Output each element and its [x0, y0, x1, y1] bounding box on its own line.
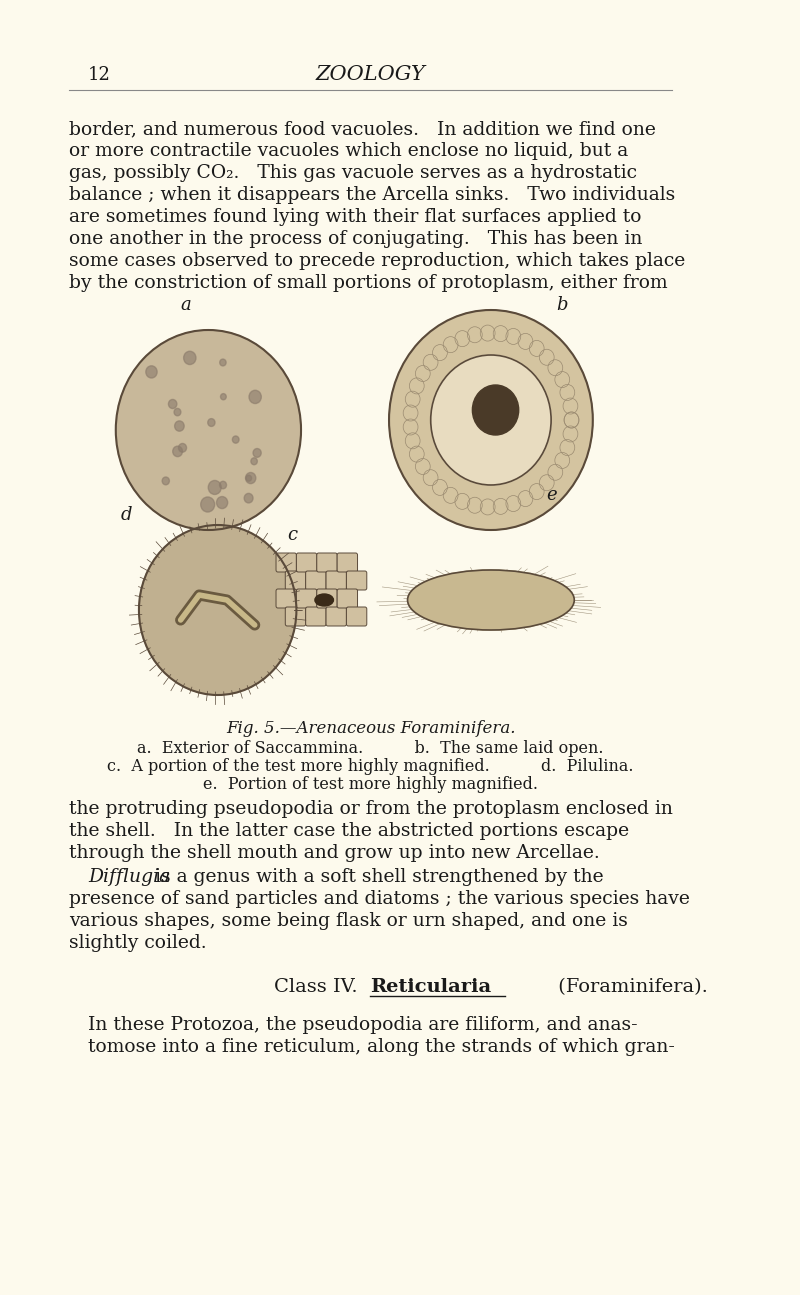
Circle shape	[208, 418, 215, 426]
Circle shape	[162, 477, 170, 484]
Circle shape	[220, 359, 226, 366]
Circle shape	[208, 480, 222, 495]
Text: (Foraminifera).: (Foraminifera).	[552, 978, 708, 996]
Text: a: a	[181, 297, 191, 313]
Circle shape	[249, 390, 262, 404]
FancyBboxPatch shape	[337, 553, 358, 572]
Text: is a genus with a soft shell strengthened by the: is a genus with a soft shell strengthene…	[149, 868, 604, 886]
Text: or more contractile vacuoles which enclose no liquid, but a: or more contractile vacuoles which enclo…	[70, 142, 629, 161]
Text: by the constriction of small portions of protoplasm, either from: by the constriction of small portions of…	[70, 275, 668, 291]
Text: Reticularia: Reticularia	[370, 978, 492, 996]
FancyBboxPatch shape	[306, 607, 326, 625]
Text: Difflugia: Difflugia	[88, 868, 170, 886]
Circle shape	[178, 443, 186, 452]
FancyBboxPatch shape	[326, 607, 346, 625]
Circle shape	[201, 497, 214, 512]
Text: In these Protozoa, the pseudopodia are filiform, and anas-: In these Protozoa, the pseudopodia are f…	[88, 1017, 638, 1033]
Text: border, and numerous food vacuoles.   In addition we find one: border, and numerous food vacuoles. In a…	[70, 120, 656, 139]
FancyBboxPatch shape	[276, 553, 296, 572]
Text: tomose into a fine reticulum, along the strands of which gran-: tomose into a fine reticulum, along the …	[88, 1039, 675, 1055]
FancyBboxPatch shape	[317, 553, 337, 572]
FancyBboxPatch shape	[337, 589, 358, 607]
Text: some cases observed to precede reproduction, which takes place: some cases observed to precede reproduct…	[70, 253, 686, 269]
Text: ZOOLOGY: ZOOLOGY	[316, 66, 426, 84]
FancyBboxPatch shape	[296, 553, 317, 572]
Text: the protruding pseudopodia or from the protoplasm enclosed in: the protruding pseudopodia or from the p…	[70, 800, 674, 818]
Circle shape	[173, 445, 182, 457]
Text: presence of sand particles and diatoms ; the various species have: presence of sand particles and diatoms ;…	[70, 890, 690, 908]
Circle shape	[139, 524, 297, 695]
Circle shape	[251, 457, 258, 465]
FancyBboxPatch shape	[326, 571, 346, 591]
Circle shape	[232, 436, 239, 443]
Circle shape	[217, 496, 228, 509]
Circle shape	[116, 330, 301, 530]
Text: one another in the process of conjugating.   This has been in: one another in the process of conjugatin…	[70, 231, 643, 249]
Circle shape	[246, 473, 256, 483]
Text: various shapes, some being flask or urn shaped, and one is: various shapes, some being flask or urn …	[70, 912, 628, 930]
Text: b: b	[556, 297, 567, 313]
Circle shape	[244, 493, 253, 502]
Text: gas, possibly CO₂.   This gas vacuole serves as a hydrostatic: gas, possibly CO₂. This gas vacuole serv…	[70, 164, 638, 183]
Text: Fig. 5.—Arenaceous Foraminifera.: Fig. 5.—Arenaceous Foraminifera.	[226, 720, 515, 737]
Circle shape	[174, 421, 184, 431]
Circle shape	[146, 365, 157, 378]
FancyBboxPatch shape	[286, 571, 306, 591]
Text: 12: 12	[88, 66, 111, 84]
Text: are sometimes found lying with their flat surfaces applied to: are sometimes found lying with their fla…	[70, 208, 642, 227]
Text: Class IV.: Class IV.	[274, 978, 370, 996]
Circle shape	[253, 448, 262, 457]
FancyBboxPatch shape	[317, 589, 337, 607]
FancyBboxPatch shape	[286, 607, 306, 625]
Text: d: d	[121, 506, 132, 524]
Text: c.  A portion of the test more highly magnified.          d.  Pilulina.: c. A portion of the test more highly mag…	[107, 758, 634, 774]
Text: c: c	[287, 526, 298, 544]
FancyBboxPatch shape	[346, 571, 366, 591]
Ellipse shape	[315, 594, 334, 606]
Circle shape	[389, 310, 593, 530]
FancyBboxPatch shape	[346, 607, 366, 625]
Text: a.  Exterior of Saccammina.          b.  The same laid open.: a. Exterior of Saccammina. b. The same l…	[138, 739, 604, 758]
Text: e.  Portion of test more highly magnified.: e. Portion of test more highly magnified…	[203, 776, 538, 793]
Text: balance ; when it disappears the Arcella sinks.   Two individuals: balance ; when it disappears the Arcella…	[70, 186, 676, 205]
Circle shape	[184, 351, 196, 365]
Circle shape	[246, 475, 251, 482]
Circle shape	[219, 482, 226, 488]
FancyBboxPatch shape	[306, 571, 326, 591]
Text: slightly coiled.: slightly coiled.	[70, 934, 207, 952]
Circle shape	[169, 399, 177, 408]
FancyBboxPatch shape	[296, 589, 317, 607]
Circle shape	[221, 394, 226, 400]
Circle shape	[174, 408, 181, 416]
Text: through the shell mouth and grow up into new Arcellae.: through the shell mouth and grow up into…	[70, 844, 600, 862]
Text: e: e	[546, 486, 557, 504]
Circle shape	[472, 385, 518, 435]
Text: the shell.   In the latter case the abstricted portions escape: the shell. In the latter case the abstri…	[70, 822, 630, 840]
Circle shape	[430, 355, 551, 486]
Ellipse shape	[407, 570, 574, 629]
FancyBboxPatch shape	[276, 589, 296, 607]
